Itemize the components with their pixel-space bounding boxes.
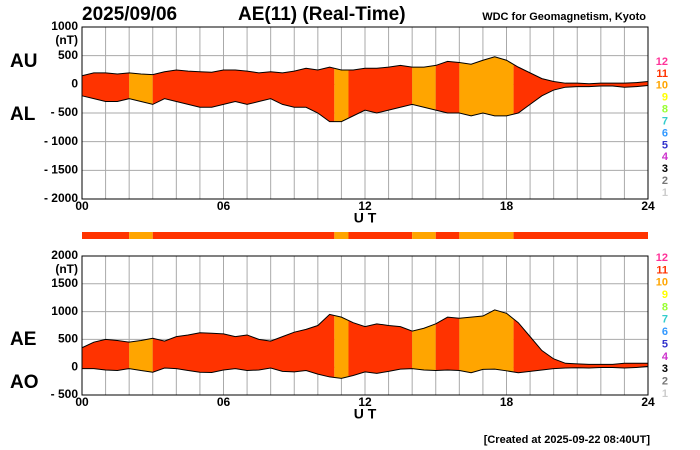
activity-strip bbox=[334, 232, 349, 239]
date: 2025/09/06 bbox=[82, 4, 177, 25]
activity-area bbox=[129, 338, 153, 373]
level-legend: 11 bbox=[656, 264, 668, 276]
activity-area bbox=[152, 314, 335, 378]
level-legend: 9 bbox=[662, 92, 668, 104]
level-legend: 3 bbox=[662, 363, 668, 375]
level-legend: 7 bbox=[662, 115, 668, 127]
activity-area bbox=[82, 72, 130, 102]
activity-area bbox=[129, 72, 153, 105]
level-legend: 1 bbox=[662, 388, 668, 400]
plot-frame bbox=[81, 26, 649, 200]
series-line bbox=[81, 84, 649, 123]
activity-area bbox=[435, 61, 460, 113]
y-unit: (nT) bbox=[55, 33, 78, 47]
x-tick-label: 12 bbox=[358, 199, 372, 213]
y-tick-label: 1000 bbox=[51, 304, 78, 318]
activity-area bbox=[348, 320, 413, 377]
level-legend: 12 bbox=[656, 252, 668, 264]
y-tick-label: - 1000 bbox=[44, 134, 78, 148]
activity-strip bbox=[152, 232, 335, 239]
series-line bbox=[81, 56, 649, 85]
activity-area bbox=[513, 318, 648, 373]
level-legend: 5 bbox=[662, 338, 668, 350]
activity-area bbox=[412, 323, 436, 371]
y-tick-label: 500 bbox=[58, 332, 78, 346]
x-axis-label: U T bbox=[354, 406, 377, 422]
level-legend: 7 bbox=[662, 314, 668, 326]
level-legend: 12 bbox=[656, 56, 668, 68]
x-tick-label: 06 bbox=[217, 199, 231, 213]
x-tick-label: 18 bbox=[500, 199, 514, 213]
y-tick-label: - 500 bbox=[51, 387, 79, 401]
series-line bbox=[81, 309, 648, 365]
activity-strip bbox=[513, 232, 648, 239]
x-tick-label: 24 bbox=[641, 395, 655, 409]
activity-strip bbox=[348, 232, 413, 239]
level-legend: 10 bbox=[656, 277, 668, 289]
y-tick-label: 0 bbox=[71, 77, 78, 91]
activity-strip bbox=[82, 232, 130, 239]
activity-area bbox=[348, 65, 413, 119]
footer: [Created at 2025-09-22 08:40UT] bbox=[484, 434, 651, 446]
level-legend: 9 bbox=[662, 289, 668, 301]
activity-area bbox=[435, 317, 460, 371]
y-unit: (nT) bbox=[55, 262, 78, 276]
level-legend: 6 bbox=[662, 326, 668, 338]
level-legend: 8 bbox=[662, 301, 668, 313]
level-legend: 8 bbox=[662, 104, 668, 116]
y-tick-label: - 1500 bbox=[44, 163, 78, 177]
level-legend: 4 bbox=[662, 151, 669, 163]
y-tick-label: 1500 bbox=[51, 276, 78, 290]
y-tick-label: 0 bbox=[71, 359, 78, 373]
level-legend: 4 bbox=[662, 351, 669, 363]
x-tick-label: 24 bbox=[641, 199, 655, 213]
level-legend: 2 bbox=[662, 376, 668, 388]
activity-strip bbox=[435, 232, 460, 239]
y-tick-label: 1000 bbox=[51, 19, 78, 33]
series-line bbox=[82, 365, 649, 379]
x-tick-label: 00 bbox=[75, 395, 89, 409]
series-label: AU bbox=[10, 51, 37, 72]
x-axis-label: U T bbox=[354, 210, 377, 226]
series-label: AO bbox=[10, 372, 39, 393]
y-tick-label: 2000 bbox=[51, 248, 78, 262]
activity-area bbox=[513, 64, 648, 115]
activity-area bbox=[82, 339, 130, 371]
activity-strip bbox=[129, 232, 153, 239]
level-legend: 2 bbox=[662, 175, 668, 187]
activity-area bbox=[459, 56, 514, 116]
x-tick-label: 06 bbox=[217, 395, 231, 409]
activity-area bbox=[412, 65, 436, 111]
y-tick-label: 500 bbox=[58, 48, 78, 62]
series-label: AE bbox=[10, 329, 36, 350]
series-label: AL bbox=[10, 104, 36, 125]
activity-area bbox=[334, 68, 349, 122]
level-legend: 10 bbox=[656, 80, 668, 92]
activity-area bbox=[334, 315, 349, 379]
plot-frame bbox=[81, 255, 649, 396]
y-tick-label: - 500 bbox=[51, 105, 79, 119]
x-tick-label: 12 bbox=[358, 395, 372, 409]
source: WDC for Geomagnetism, Kyoto bbox=[482, 11, 646, 23]
level-legend: 5 bbox=[662, 139, 668, 151]
y-tick-label: - 2000 bbox=[44, 191, 78, 205]
x-tick-label: 18 bbox=[500, 395, 514, 409]
activity-strip bbox=[412, 232, 436, 239]
title: AE(11) (Real-Time) bbox=[238, 4, 406, 25]
activity-area bbox=[459, 309, 514, 373]
level-legend: 11 bbox=[656, 68, 668, 80]
level-legend: 3 bbox=[662, 163, 668, 175]
level-legend: 1 bbox=[662, 187, 668, 199]
level-legend: 6 bbox=[662, 127, 668, 139]
activity-area bbox=[152, 67, 335, 122]
activity-strip bbox=[459, 232, 514, 239]
x-tick-label: 00 bbox=[75, 199, 89, 213]
